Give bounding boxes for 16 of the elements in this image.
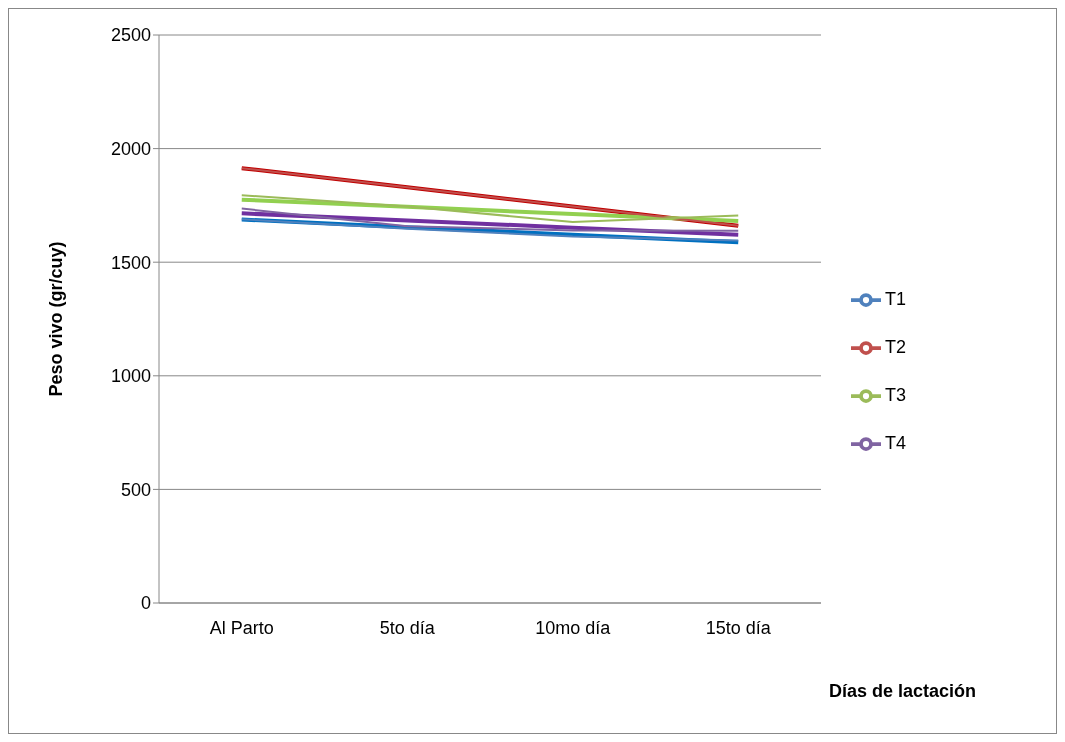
y-tick-label: 500	[120, 479, 151, 500]
x-tick-label: Al Parto	[209, 617, 274, 638]
x-axis-title: Días de lactación	[829, 681, 977, 702]
legend-label: T1	[884, 289, 906, 309]
legend-label: T4	[884, 433, 906, 453]
y-tick-label: 1500	[110, 252, 151, 273]
x-tick-label: 5to día	[379, 617, 436, 638]
y-axis-title: Peso vivo (gr/cuy)	[46, 241, 67, 397]
x-tick-label: 10mo día	[535, 617, 612, 638]
legend-label: T2	[884, 337, 906, 357]
x-tick-label: 15to día	[705, 617, 772, 638]
legend-label: T3	[884, 385, 906, 405]
y-tick-label: 0	[140, 593, 151, 614]
y-tick-label: 1000	[110, 366, 151, 387]
y-tick-label: 2000	[110, 138, 151, 159]
y-tick-label: 2500	[110, 25, 151, 46]
